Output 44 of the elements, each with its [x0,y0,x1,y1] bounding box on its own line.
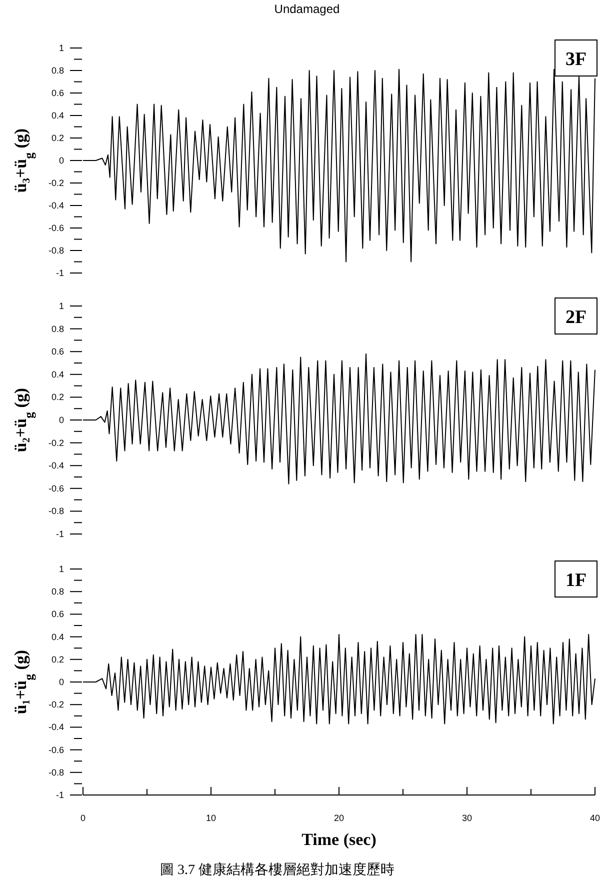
y-tick-label: -0.4 [48,722,64,732]
y-tick-label: -0.6 [48,744,64,755]
y-tick-label: 0.2 [51,654,64,664]
y-tick-label: 0 [58,156,64,166]
y-tick-label: -1 [56,268,64,278]
x-tick-label: 40 [590,813,600,823]
y-tick-label: 0.6 [51,609,64,620]
y-tick-label: 0.4 [51,369,64,380]
y-tick-label: -0.2 [48,700,64,710]
y-tick-label: -0.4 [48,460,64,471]
y-tick-label: -1 [56,790,64,800]
y-tick-label: 0 [58,415,64,425]
y-tick-label: 0.4 [51,110,64,120]
y-tick-label: 0.8 [51,324,64,334]
y-tick-label: -0.2 [48,438,64,448]
y-tick-label: 0.4 [51,632,64,642]
y-tick-label: -1 [56,529,64,539]
y-tick-label: 0.8 [51,66,64,76]
annotation: 2F [565,307,587,328]
y-tick-label: -0.2 [48,178,64,188]
y-tick-label: 1 [58,301,64,311]
annotation: 3F [565,49,587,70]
y-tick-label: -0.4 [48,200,64,210]
y-tick-label: -0.6 [48,223,64,233]
y-tick-label: 0.6 [51,346,64,357]
annotation: 1F [565,570,587,591]
y-tick-label: -0.8 [48,246,64,256]
y-tick-label: 0.8 [51,586,64,597]
chart-title: Undamaged [274,2,340,16]
x-tick-label: 10 [206,813,216,823]
y-tick-label: -0.8 [48,506,64,516]
y-tick-label: -0.6 [48,483,64,494]
y-tick-label: 1 [58,564,64,574]
y-tick-label: 1 [58,43,64,53]
y-tick-label: -0.8 [48,767,64,778]
caption: 圖 3.7 健康結構各樓層絕對加速度歷時 [160,862,394,878]
x-tick-label: 0 [80,813,86,823]
x-tick-label: 20 [334,813,344,823]
y-tick-label: 0.2 [51,133,64,143]
y-tick-label: 0.2 [51,392,64,402]
x-axis-title: Time (sec) [302,830,376,849]
y-tick-label: 0 [58,677,64,687]
x-tick-label: 30 [462,813,472,823]
y-tick-label: 0.6 [51,88,64,98]
